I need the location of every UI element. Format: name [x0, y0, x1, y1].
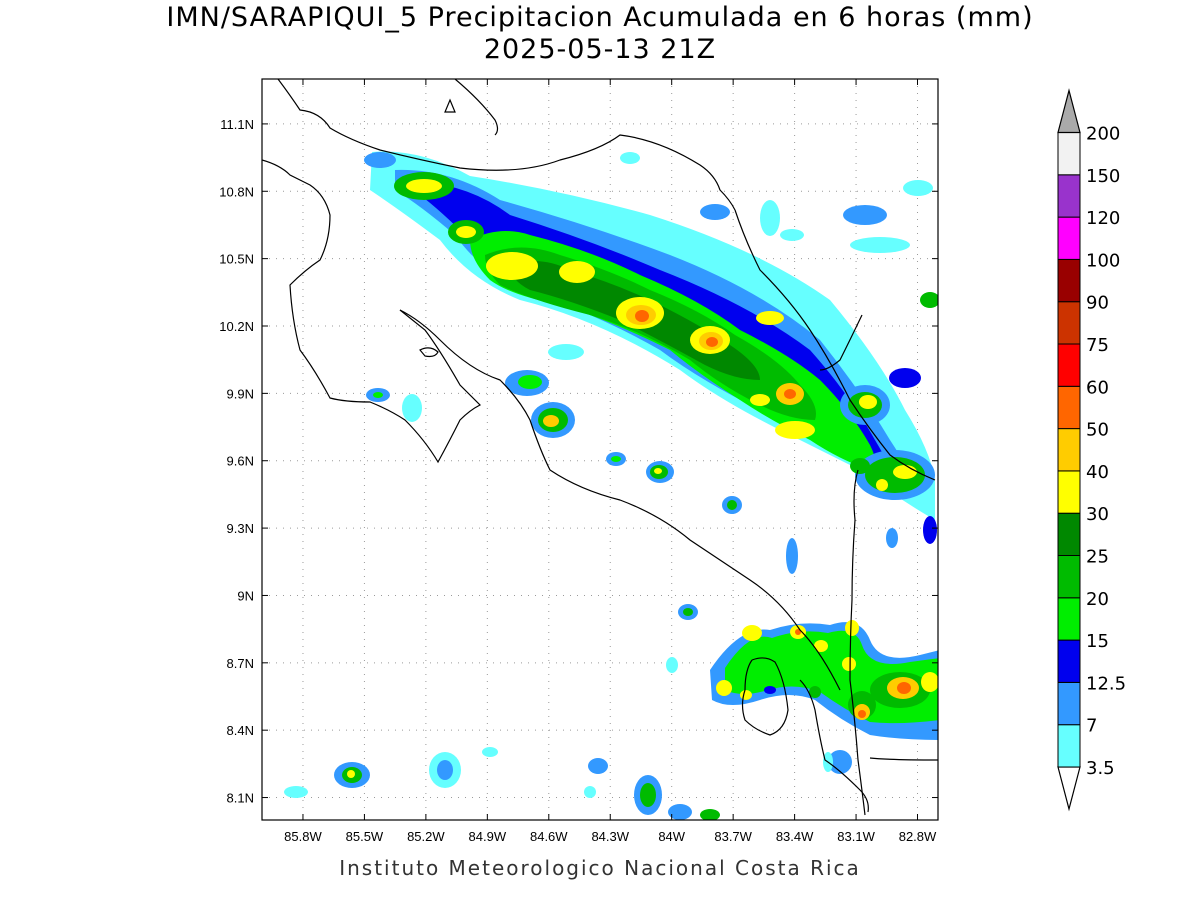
footer-credit: Instituto Meteorologico Nacional Costa R…	[339, 856, 861, 880]
colorbar-label: 40	[1086, 462, 1109, 483]
colorbar-segment	[1057, 301, 1081, 345]
panama-border-south	[849, 469, 866, 816]
colorbar-segment	[1057, 512, 1081, 557]
lat-tick-label: 9.6N	[227, 454, 254, 469]
lat-tick-label: 10.8N	[219, 184, 254, 199]
lon-tick-label: 85.5W	[346, 829, 384, 844]
lake-shore	[454, 79, 499, 136]
lon-tick-label: 83.1W	[837, 829, 875, 844]
south-coast	[869, 757, 938, 761]
colorbar-min-arrow	[1057, 766, 1081, 812]
colorbar-label: 12.5	[1086, 673, 1126, 694]
axis-ticks: 85.8W 85.5W 85.2W 84.9W 84.6W 84.3W 84W 83.7W 83…	[219, 79, 938, 844]
island-nicoya	[419, 347, 439, 358]
colorbar-label: 150	[1086, 166, 1120, 187]
colorbar-label: 50	[1086, 420, 1109, 441]
colorbar-segment	[1057, 132, 1081, 176]
lon-tick-label: 83.4W	[776, 829, 814, 844]
rain-cells-south-pacific	[666, 620, 938, 774]
colorbar-segment	[1057, 681, 1081, 726]
golfo-dulce	[799, 679, 869, 813]
pacific-coast-north	[262, 159, 482, 464]
lon-tick-label: 83.7W	[714, 829, 752, 844]
chart-title: IMN/SARAPIQUI_5 Precipitacion Acumulada …	[166, 2, 1034, 33]
lon-tick-label: 85.2W	[407, 829, 445, 844]
rain-cells-northwest	[364, 152, 938, 514]
colorbar-segment	[1057, 639, 1081, 683]
caribbean-extension	[819, 314, 863, 371]
rain-band-caribbean	[370, 151, 935, 520]
colorbar-segment	[1057, 470, 1081, 514]
colorbar-segment	[1057, 174, 1081, 218]
rain-cells-south	[284, 747, 720, 820]
lon-tick-label: 84.6W	[530, 829, 568, 844]
nicaragua-border	[277, 79, 736, 211]
colorbar-label: 20	[1086, 589, 1109, 610]
colorbar-segment	[1057, 216, 1081, 260]
rain-cells-southeast	[678, 368, 937, 620]
lat-tick-label: 10.5N	[219, 252, 254, 267]
lon-tick-label: 84.9W	[469, 829, 507, 844]
chart-subtitle-date: 2025-05-13 21Z	[483, 34, 717, 65]
lon-tick-label: 82.8W	[899, 829, 937, 844]
colorbar-segment	[1057, 597, 1081, 641]
colorbar-label: 25	[1086, 547, 1109, 568]
osa-peninsula	[741, 657, 789, 736]
colorbar-segment	[1057, 428, 1081, 472]
map-grid	[262, 79, 938, 820]
colorbar-segment	[1057, 385, 1081, 430]
colorbar-label: 100	[1086, 250, 1120, 271]
gulf-of-nicoya	[399, 309, 841, 691]
map-frame	[261, 78, 939, 821]
lat-tick-label: 11.1N	[220, 117, 254, 132]
lon-tick-label: 84W	[658, 829, 685, 844]
lat-tick-label: 9.3N	[227, 521, 254, 536]
lon-tick-label: 84.3W	[591, 829, 629, 844]
panama-border	[734, 209, 936, 481]
lat-tick-label: 10.2N	[219, 319, 254, 334]
precipitation-field	[284, 151, 938, 820]
lat-tick-label: 8.1N	[227, 791, 254, 806]
colorbar-label: 120	[1086, 208, 1120, 229]
colorbar: 3.5 7 12.5 15 20 25 30 40 50 60 75 90 100 120 150 200	[1057, 88, 1126, 812]
colorbar-max-arrow	[1057, 88, 1081, 134]
lat-tick-label: 9N	[237, 588, 254, 603]
colorbar-segment	[1057, 258, 1081, 303]
colorbar-segment	[1057, 555, 1081, 599]
colorbar-label: 75	[1086, 335, 1109, 356]
colorbar-segment	[1057, 343, 1081, 387]
colorbar-label: 200	[1086, 124, 1120, 145]
colorbar-segment	[1057, 724, 1081, 768]
colorbar-label: 7	[1086, 716, 1097, 737]
lon-tick-label: 85.8W	[284, 829, 322, 844]
country-borders	[262, 79, 938, 816]
colorbar-label: 30	[1086, 504, 1109, 525]
colorbar-label: 60	[1086, 377, 1109, 398]
lat-tick-label: 9.9N	[227, 386, 254, 401]
lat-tick-label: 8.7N	[227, 656, 254, 671]
colorbar-label: 90	[1086, 293, 1109, 314]
lat-tick-label: 8.4N	[227, 723, 254, 738]
island-small	[444, 98, 456, 113]
colorbar-label: 15	[1086, 631, 1109, 652]
colorbar-label: 3.5	[1086, 758, 1115, 779]
